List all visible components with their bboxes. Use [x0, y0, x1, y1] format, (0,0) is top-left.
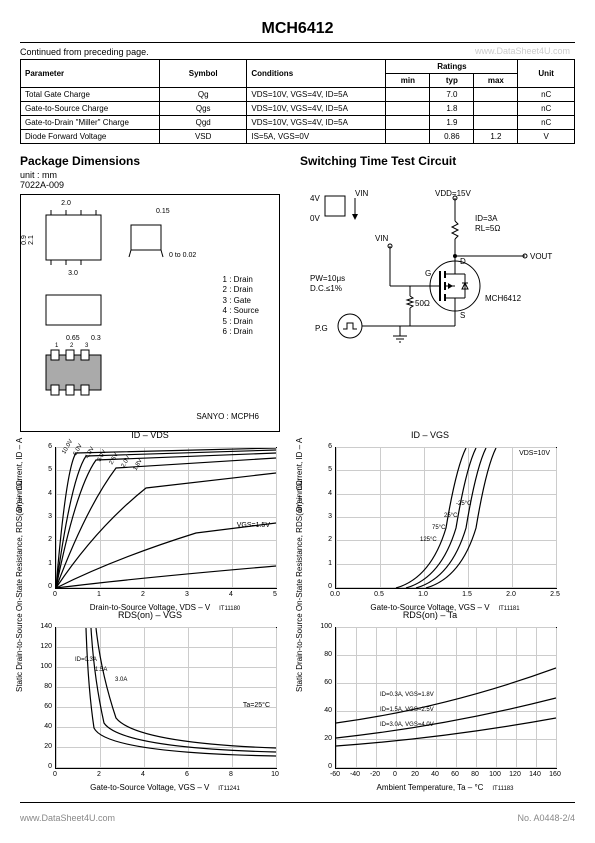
svg-text:VOUT: VOUT [530, 252, 552, 261]
svg-text:0.15: 0.15 [156, 208, 170, 215]
package-title: Package Dimensions [20, 154, 280, 168]
col-max: max [474, 74, 518, 88]
footer-rule [20, 802, 575, 803]
svg-text:1: 1 [55, 343, 59, 349]
svg-text:S: S [460, 311, 465, 320]
svg-text:P.G: P.G [315, 324, 328, 333]
svg-text:VIN: VIN [375, 234, 389, 243]
svg-text:RL=5Ω: RL=5Ω [475, 224, 500, 233]
svg-text:50Ω: 50Ω [415, 299, 430, 308]
pin-list: 1 : Drain2 : Drain3 : Gate4 : Source5 : … [223, 275, 259, 337]
part-number: MCH6412 [20, 20, 575, 38]
col-ratings: Ratings [386, 60, 518, 74]
watermark: www.DataSheet4U.com [475, 46, 570, 56]
svg-text:2: 2 [70, 343, 74, 349]
col-parameter: Parameter [21, 60, 160, 88]
spec-table: Parameter Symbol Conditions Ratings Unit… [20, 59, 575, 144]
table-row: Gate-to-Drain "Miller" ChargeQgdVDS=10V,… [21, 116, 575, 130]
col-conditions: Conditions [247, 60, 386, 88]
svg-text:0V: 0V [310, 214, 320, 223]
svg-text:D: D [460, 257, 466, 266]
col-typ: typ [430, 74, 474, 88]
package-marking: SANYO : MCPH6 [196, 412, 259, 421]
col-min: min [386, 74, 430, 88]
footer-left: www.DataSheet4U.com [20, 813, 115, 823]
svg-text:G: G [425, 269, 431, 278]
svg-text:ID=3A: ID=3A [475, 214, 498, 223]
table-row: Gate-to-Source ChargeQgsVDS=10V, VGS=4V,… [21, 102, 575, 116]
header-rule [20, 42, 575, 43]
svg-text:2.1: 2.1 [28, 235, 35, 245]
svg-text:PW=10μs: PW=10μs [310, 274, 345, 283]
svg-text:3: 3 [85, 343, 89, 349]
circuit-title: Switching Time Test Circuit [300, 154, 575, 168]
chart-id-vds: ID ‒ VDS0123456012345Drain Current, ID ‒… [20, 442, 280, 612]
package-drawing: 2.0 3.0 2.1 0.9 0.15 0 to 0.02 0.65 0.3 [20, 194, 280, 432]
chart-id-vgs: ID ‒ VGS01234560.00.51.01.52.02.5Drain C… [300, 442, 560, 612]
svg-text:0 to 0.02: 0 to 0.02 [169, 252, 196, 259]
footer-right: No. A0448-2/4 [517, 813, 575, 823]
chart-rds-vgs: RDS(on) ‒ VGS0204060801001201400246810St… [20, 622, 280, 792]
col-unit: Unit [518, 60, 575, 88]
svg-text:VIN: VIN [355, 189, 369, 198]
svg-text:0.9: 0.9 [21, 235, 28, 245]
package-code: 7022A-009 [20, 180, 280, 190]
chart-rds-ta: RDS(on) ‒ Ta020406080100-60-40-200204060… [300, 622, 560, 792]
svg-text:D.C.≤1%: D.C.≤1% [310, 284, 342, 293]
svg-text:0.3: 0.3 [91, 335, 101, 342]
svg-text:MCH6412: MCH6412 [485, 294, 522, 303]
svg-text:4V: 4V [310, 194, 320, 203]
package-unit: unit : mm [20, 170, 280, 180]
circuit-diagram: 4V 0V VIN VDD=15V ID=3A RL=5Ω VOUT [300, 186, 575, 406]
table-row: Diode Forward VoltageVSDIS=5A, VGS=0V0.8… [21, 130, 575, 144]
svg-text:0.65: 0.65 [66, 335, 80, 342]
svg-text:3.0: 3.0 [68, 270, 78, 277]
dim-w: 2.0 [61, 200, 71, 207]
table-row: Total Gate ChargeQgVDS=10V, VGS=4V, ID=5… [21, 88, 575, 102]
table-header-row: Parameter Symbol Conditions Ratings Unit [21, 60, 575, 74]
col-symbol: Symbol [160, 60, 247, 88]
